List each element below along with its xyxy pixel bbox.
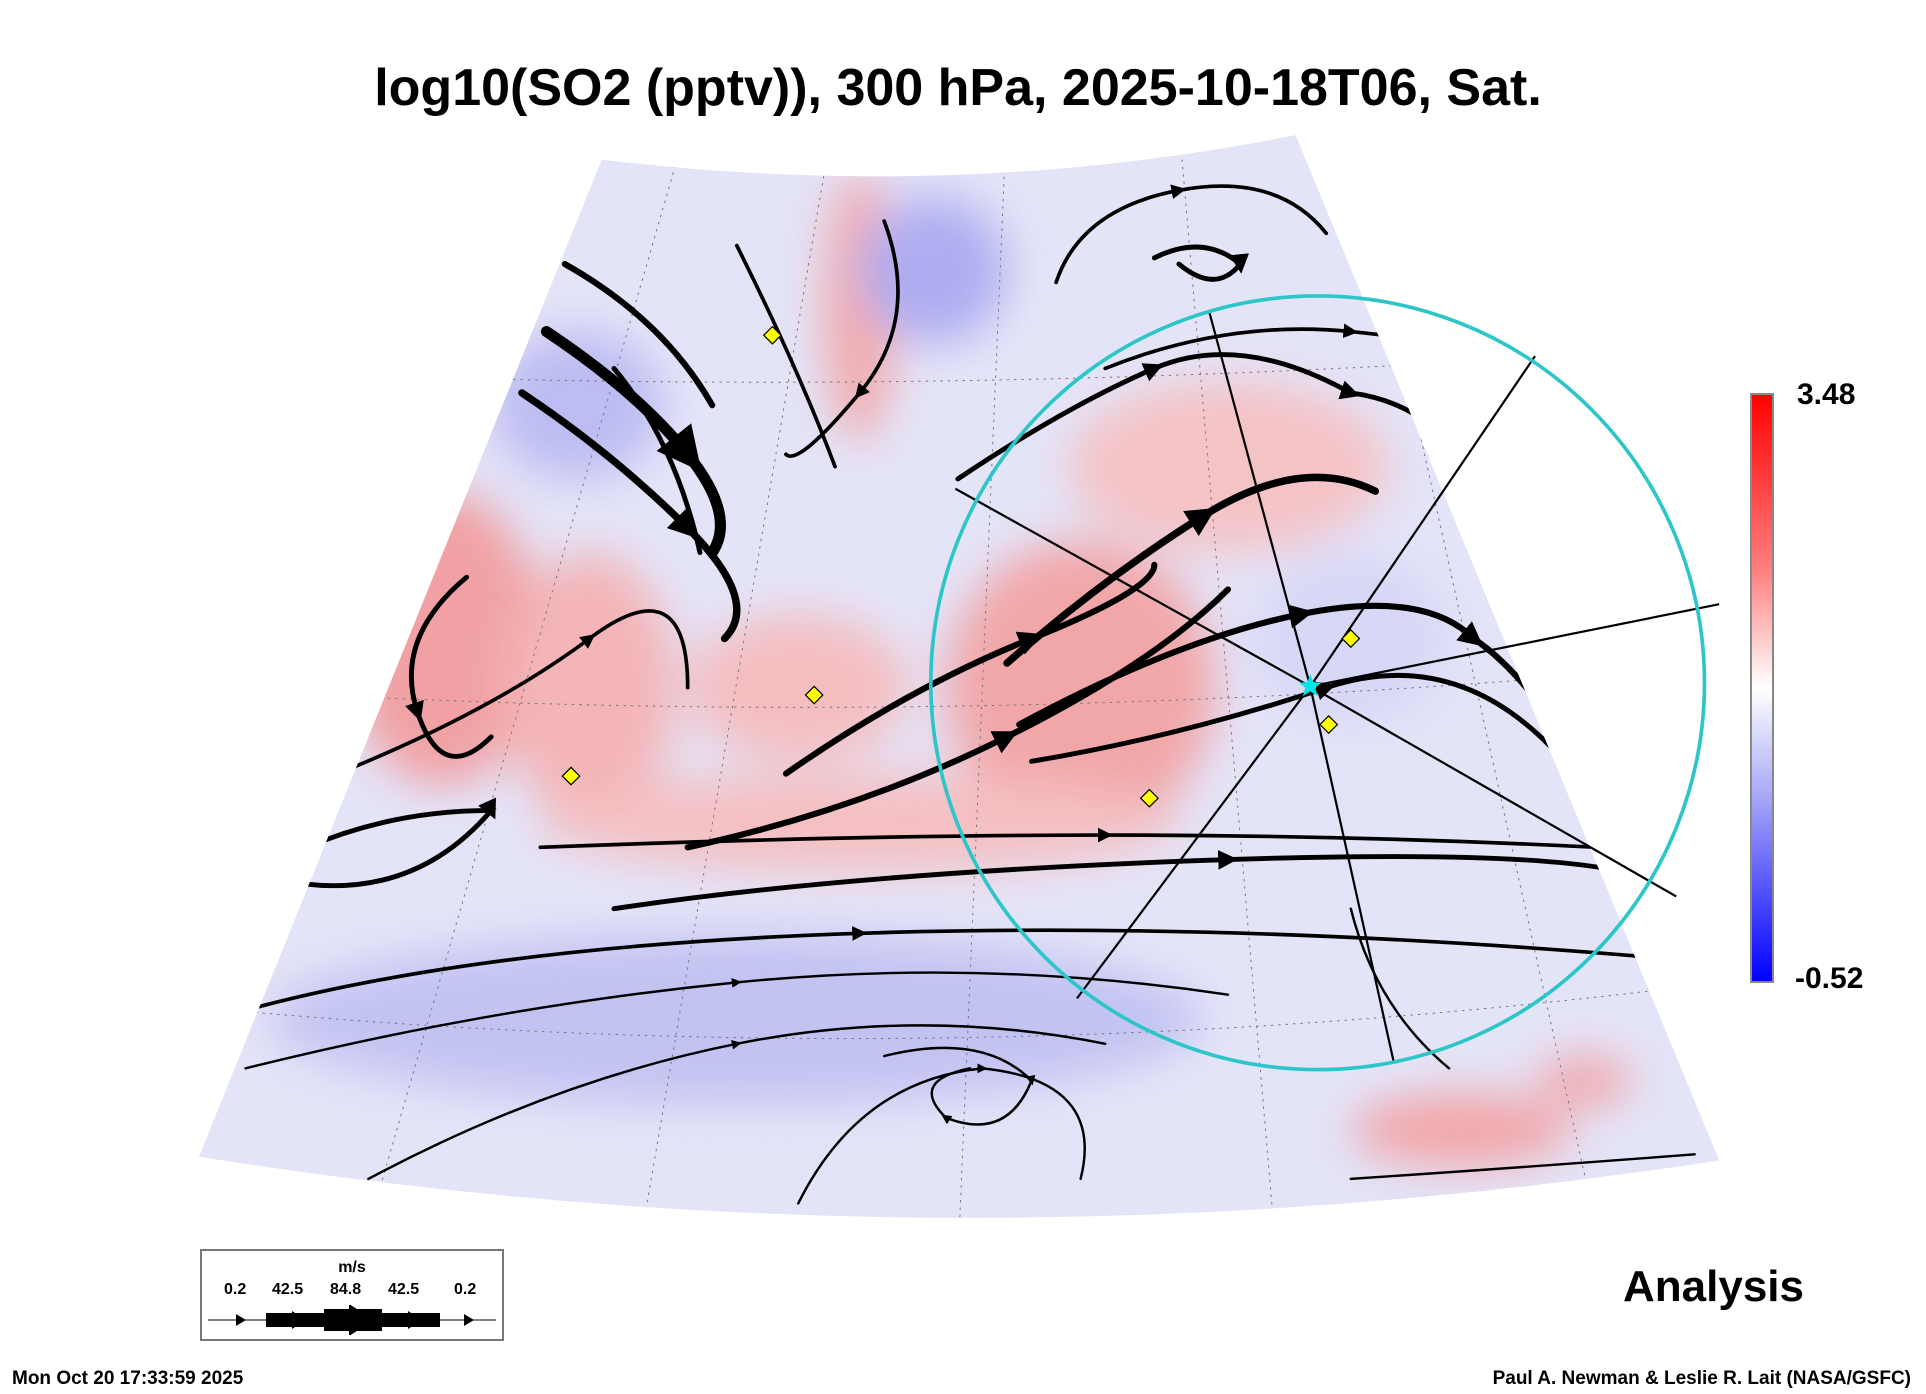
legend-value: 42.5 [388, 1281, 420, 1298]
colorbar-min-label: -0.52 [1795, 962, 1864, 995]
wind-arrow-scale [208, 1305, 496, 1335]
so2-field [198, 135, 1720, 1218]
site-marker [804, 685, 824, 705]
colorbar-max-label: 3.48 [1797, 378, 1856, 411]
map-title: log10(SO2 (pptv)), 300 hPa, 2025-10-18T0… [374, 59, 1542, 117]
legend-unit: m/s [338, 1259, 366, 1276]
radial-lines [954, 312, 1720, 1063]
colorbar [1750, 393, 1774, 983]
site-marker [762, 325, 782, 345]
legend-value: 84.8 [330, 1281, 362, 1298]
star-icon [1299, 674, 1322, 697]
footer-timestamp: Mon Oct 20 17:33:59 2025 [12, 1368, 244, 1389]
legend-value: 0.2 [224, 1281, 247, 1298]
legend-value: 42.5 [272, 1281, 304, 1298]
site-marker [1319, 714, 1339, 735]
legend-value: 0.2 [454, 1281, 477, 1298]
site-markers [561, 325, 1361, 808]
wind-speed-legend: m/s 0.2 42.5 84.8 42.5 0.2 [200, 1249, 504, 1341]
site-marker [1341, 629, 1361, 649]
range-circle [928, 294, 1707, 1072]
footer-credit: Paul A. Newman & Leslie R. Lait (NASA/GS… [1492, 1368, 1911, 1389]
site-marker [561, 766, 581, 786]
site-marker [1139, 788, 1159, 808]
analysis-label: Analysis [1623, 1262, 1804, 1311]
